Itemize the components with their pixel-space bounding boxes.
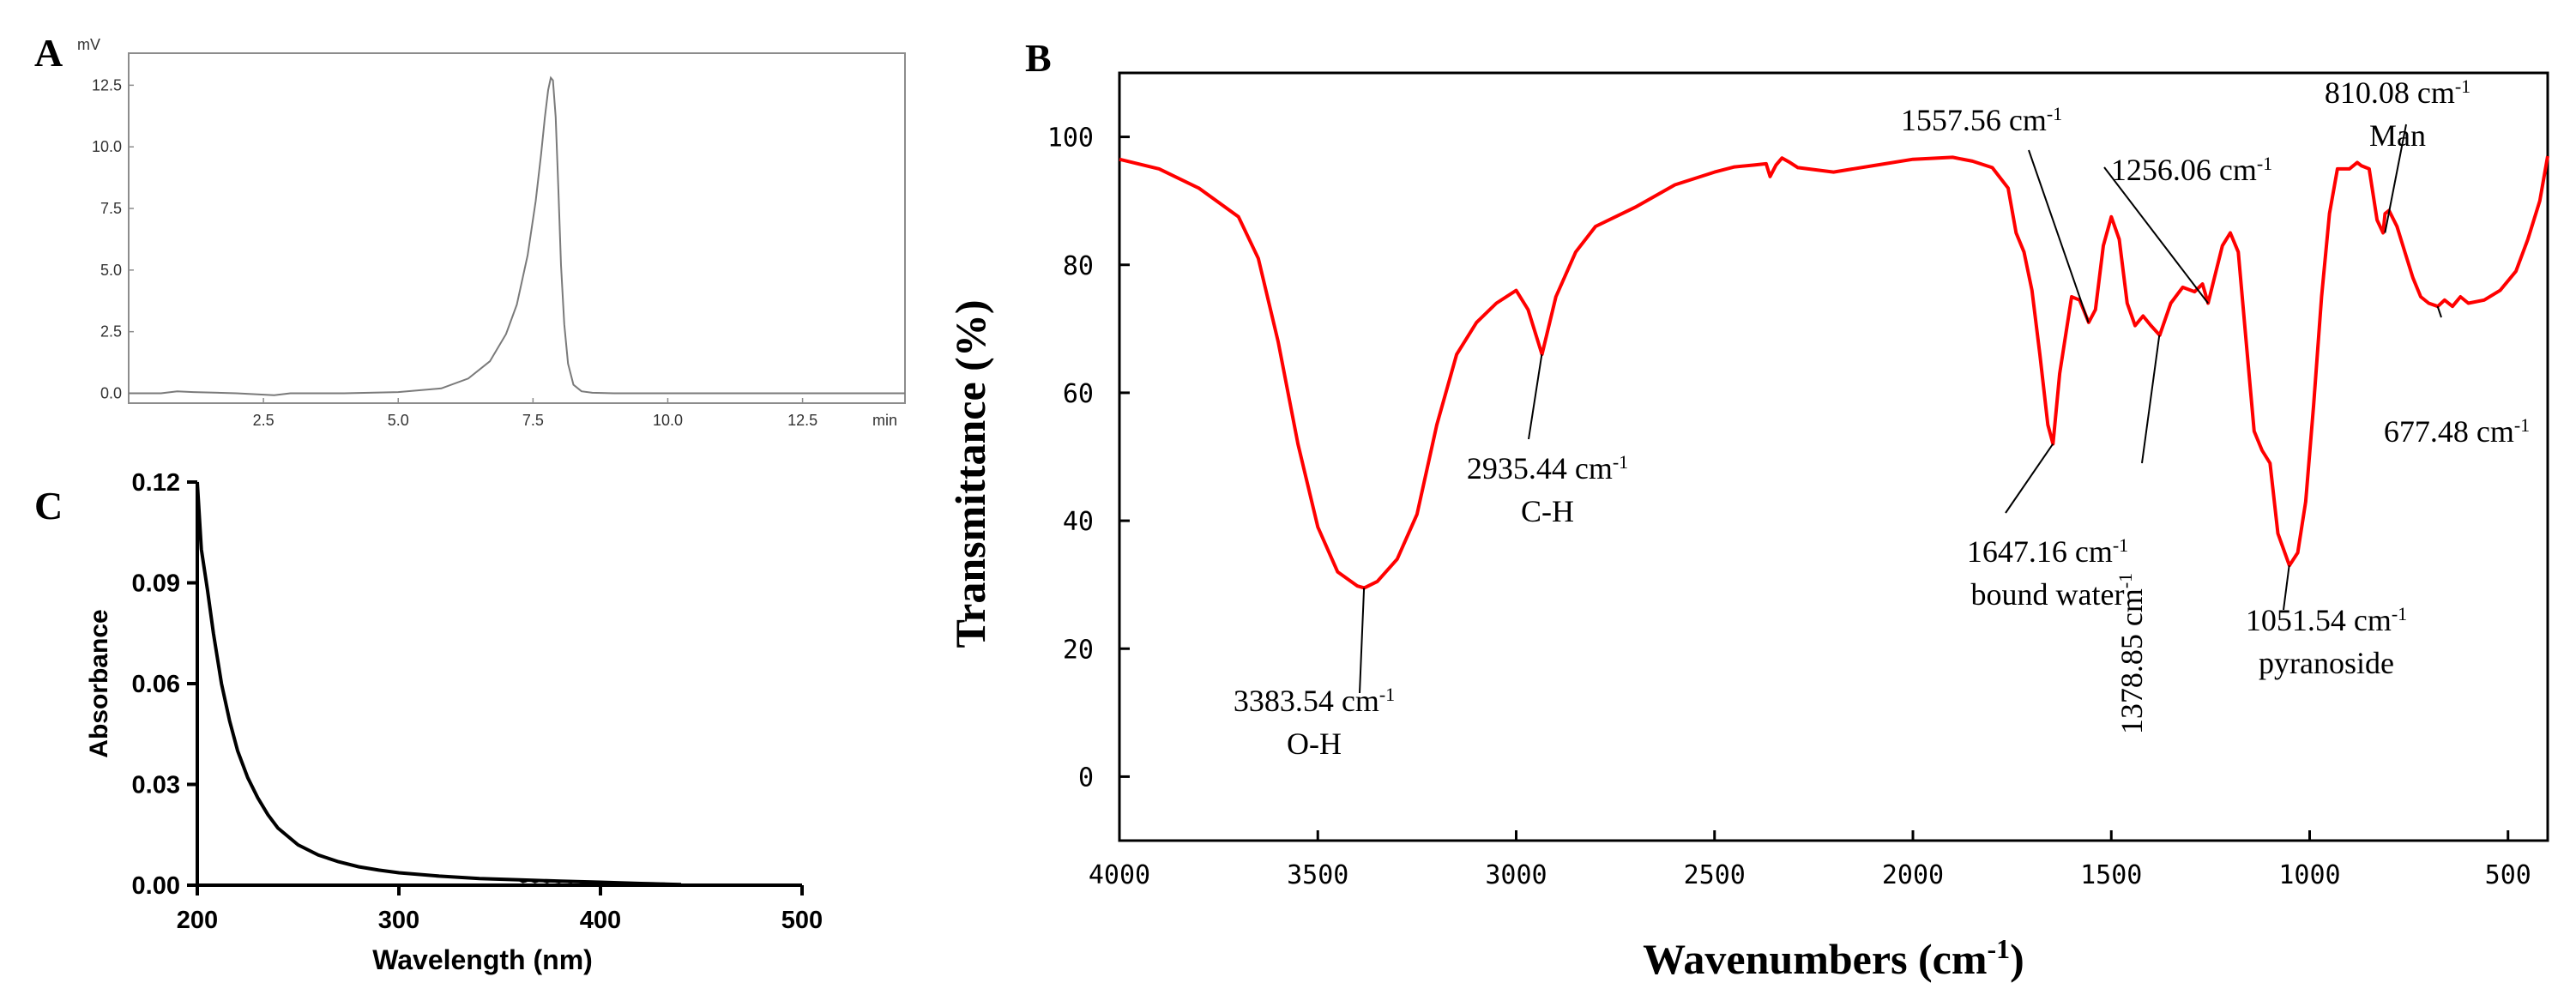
chart-c-xtick-label: 200 [177,907,218,934]
chart-b-frame [1118,71,2549,842]
chart-c-ytick-label: 0.03 [132,772,180,799]
chart-b-annotation-value: 1557.56 cm [1901,103,2047,137]
chart-b-annotation-value: 1051.54 cm [2246,603,2392,637]
chart-b-annotation-leader [2384,124,2407,233]
chart-b-annotation-sup: -1 [2114,573,2136,588]
chart-b-annotation-label: 1378.85 cm-1 [2114,573,2150,734]
chart-b-annotation-assignment: Man [2369,118,2426,153]
chart-b-xlabel-end: ) [2010,935,2024,983]
chart-c-uv: 0.00 0.03 0.06 0.09 0.12 200 300 400 500 Waveleng… [85,469,823,975]
chart-b-series-line [1119,155,2549,590]
chart-b-xtick-label: 3000 [1485,860,1547,890]
chart-b-annotation-assignment: bound water [1971,577,2125,612]
chart-b-annotation-assignment: C-H [1521,494,1574,528]
chart-b-ylabel: Transmittance (%) [946,300,994,648]
chart-b-annotation-label: 1647.16 cm-1 [1967,534,2128,570]
chart-b-annotation-sup: -1 [2455,75,2470,97]
chart-b-annotation-value: 810.08 cm [2325,75,2455,110]
chart-b-ytick-label: 100 [1047,124,1094,154]
chart-a-series-line [129,75,905,396]
chart-b-xtick-label: 1500 [2080,860,2142,890]
chart-c-ytick-label: 0.09 [132,570,180,598]
chart-b-annotation-value: 1256.06 cm [2111,153,2257,187]
chart-b-annotation-leader [2103,166,2209,305]
chart-a-xtick-label: 2.5 [253,412,274,429]
chart-b-annotation-leader [2028,149,2090,323]
chart-b-annotation-sup: -1 [2047,103,2062,124]
chart-b-xtick-label: 2000 [1882,860,1944,890]
chart-c-xtick-label: 400 [580,907,621,934]
panel-label-a: A [34,31,63,75]
chart-c-xlabel: Wavelength (nm) [372,944,593,975]
chart-c-ytick-label: 0.00 [132,872,180,900]
chart-b-ytick-label: 20 [1063,635,1094,665]
chart-a-frame [128,52,906,404]
chart-b-annotation-sup: -1 [2257,153,2272,174]
chart-c-ylabel: Absorbance [85,609,113,757]
chart-b-annotation-label: 810.08 cm-1 [2325,75,2470,111]
chart-b-annotation-label: 1256.06 cm-1 [2111,153,2272,188]
chart-b-annotation-value: 677.48 cm [2384,414,2514,449]
chart-b-annotation-value: 2935.44 cm [1467,451,1613,485]
chart-b-annotation-leader [1528,354,1543,440]
chart-b-xlabel: Wavenumbers (cm-1) [1643,933,2024,983]
chart-c-noise [519,879,666,885]
chart-a-chromatogram: 0.0 2.5 5.0 7.5 10.0 12.5 2.5 5.0 7.5 10.0 12.5 mV m… [77,36,906,429]
chart-a-xtick-label: 5.0 [388,412,409,429]
chart-a-xtick-label: 10.0 [653,412,683,429]
chart-c-ytick-label: 0.12 [132,469,180,497]
chart-a-x-unit: min [872,412,897,429]
chart-c-xtick-label: 300 [378,907,419,934]
chart-a-ytick-label: 7.5 [100,200,122,217]
chart-b-annotation-label: 677.48 cm-1 [2384,414,2530,449]
chart-b-annotation-label: 1557.56 cm-1 [1901,103,2062,138]
chart-b-annotation-leader [2436,305,2442,318]
chart-a-y-unit: mV [77,36,100,53]
chart-b-xtick-label: 1000 [2278,860,2340,890]
chart-b-ftir: 0 20 40 60 80 100 4000 3500 3000 2500 2000 1500 1000… [946,71,2549,983]
chart-a-xtick-label: 12.5 [787,412,817,429]
chart-b-xtick-label: 500 [2485,860,2531,890]
chart-c-series-line [196,481,682,887]
chart-b-annotation-leader [2005,443,2054,514]
chart-b-xtick-label: 2500 [1684,860,1746,890]
chart-b-xtick-label: 3500 [1287,860,1348,890]
panel-label-c: C [34,484,63,528]
chart-b-annotation-label: 3383.54 cm-1 [1234,684,1395,719]
chart-b-ytick-label: 60 [1063,379,1094,409]
chart-b-annotation-assignment: O-H [1287,727,1342,761]
chart-b-annotation-sup: -1 [2514,414,2530,436]
chart-a-xtick-label: 7.5 [522,412,544,429]
chart-b-annotation-assignment: pyranoside [2259,646,2394,680]
chart-b-ytick-label: 0 [1078,763,1094,793]
chart-a-ytick-label: 5.0 [100,262,122,279]
chart-b-annotation-label: 1051.54 cm-1 [2246,603,2407,638]
chart-b-annotation-value: 1647.16 cm [1967,534,2113,569]
chart-b-ytick-label: 80 [1063,251,1094,281]
chart-b-annotation-sup: -1 [2113,534,2128,556]
chart-b-xlabel-sup: -1 [1988,933,2011,964]
chart-a-ytick-label: 0.0 [100,385,122,402]
chart-c-ytick-label: 0.06 [132,671,180,698]
chart-b-annotation-value: 1378.85 cm [2114,588,2149,734]
chart-a-ytick-label: 12.5 [92,76,122,93]
chart-b-annotation-value: 3383.54 cm [1234,684,1379,718]
chart-b-annotation-sup: -1 [2392,603,2407,624]
chart-b-annotation-sup: -1 [1379,684,1395,705]
chart-a-ytick-label: 2.5 [100,323,122,341]
chart-b-annotation-leader [1359,588,1366,694]
chart-c-xtick-label: 500 [781,907,823,934]
chart-b-xtick-label: 4000 [1089,860,1150,890]
chart-a-ytick-label: 10.0 [92,138,122,155]
chart-b-annotation-leader [2283,565,2290,611]
chart-b-annotation-leader [2141,335,2161,464]
chart-b-xlabel-main: Wavenumbers (cm [1643,935,1987,983]
panel-label-b: B [1025,36,1052,80]
chart-b-annotation-sup: -1 [1613,451,1628,473]
chart-b-ytick-label: 40 [1063,507,1094,537]
chart-b-annotation-label: 2935.44 cm-1 [1467,451,1628,486]
